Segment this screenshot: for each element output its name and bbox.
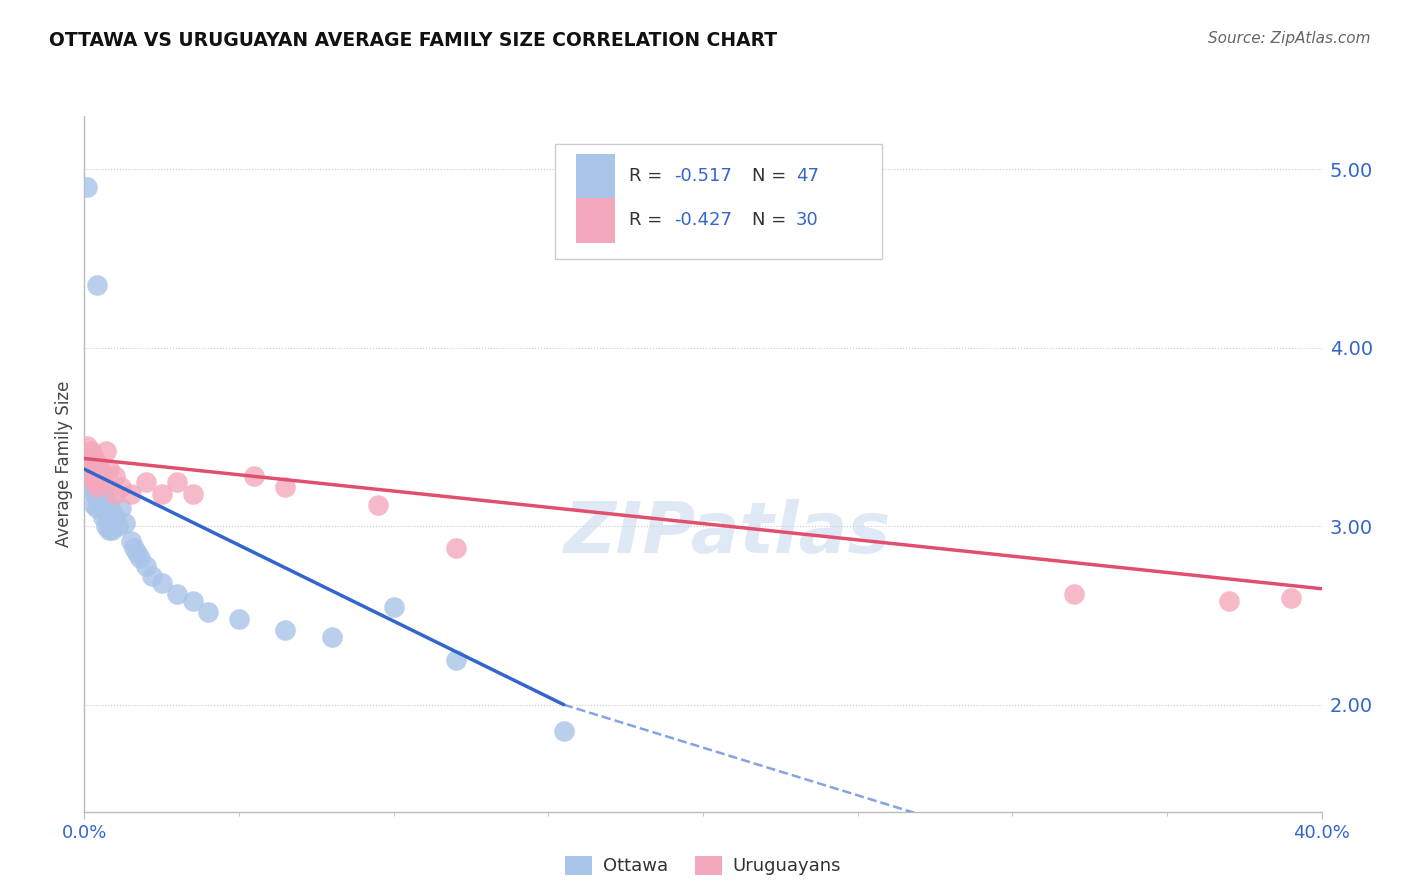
Point xyxy=(120,533,142,548)
Point xyxy=(444,541,467,555)
Point xyxy=(150,576,173,591)
Point xyxy=(86,475,108,489)
Point xyxy=(122,541,145,555)
Point xyxy=(91,510,114,524)
Point xyxy=(83,451,105,466)
Point xyxy=(83,475,105,489)
Point xyxy=(125,546,148,560)
Text: 30: 30 xyxy=(796,211,818,229)
Point xyxy=(94,492,117,507)
Point xyxy=(86,501,108,516)
Point xyxy=(274,480,297,494)
Point xyxy=(197,605,219,619)
Point xyxy=(150,487,173,501)
Point xyxy=(83,480,105,494)
Point xyxy=(181,594,204,608)
Point xyxy=(104,469,127,483)
Point xyxy=(228,612,250,626)
Point xyxy=(114,516,136,530)
Point xyxy=(86,457,108,471)
Point xyxy=(76,439,98,453)
Point xyxy=(101,505,124,519)
Point xyxy=(94,444,117,458)
Point xyxy=(83,462,105,476)
Point xyxy=(86,469,108,483)
Point xyxy=(107,519,129,533)
Point xyxy=(382,599,405,614)
Point xyxy=(553,724,575,739)
Point xyxy=(166,587,188,601)
Text: ZIPatlas: ZIPatlas xyxy=(564,499,891,568)
Point xyxy=(86,487,108,501)
Text: 47: 47 xyxy=(796,168,818,186)
FancyBboxPatch shape xyxy=(554,144,883,259)
Point xyxy=(1279,591,1302,605)
Y-axis label: Average Family Size: Average Family Size xyxy=(55,381,73,547)
Point xyxy=(98,510,121,524)
Point xyxy=(94,505,117,519)
Point xyxy=(120,487,142,501)
Text: -0.517: -0.517 xyxy=(675,168,733,186)
Point xyxy=(98,498,121,512)
Point xyxy=(1063,587,1085,601)
Point xyxy=(89,462,111,476)
Point xyxy=(76,451,98,466)
Point xyxy=(79,444,101,458)
Text: Source: ZipAtlas.com: Source: ZipAtlas.com xyxy=(1208,31,1371,46)
Point xyxy=(79,469,101,483)
Point xyxy=(83,487,105,501)
Point xyxy=(79,480,101,494)
Point xyxy=(86,278,108,293)
Text: N =: N = xyxy=(752,168,793,186)
Point xyxy=(76,180,98,194)
Point xyxy=(89,480,111,494)
Point xyxy=(101,523,124,537)
Point xyxy=(166,475,188,489)
Point xyxy=(274,623,297,637)
Point xyxy=(141,569,163,583)
Point xyxy=(83,498,105,512)
Point xyxy=(89,466,111,480)
Point xyxy=(89,492,111,507)
Point xyxy=(83,469,105,483)
Point xyxy=(104,487,127,501)
Point xyxy=(79,469,101,483)
Point xyxy=(1218,594,1240,608)
Text: -0.427: -0.427 xyxy=(675,211,733,229)
Point xyxy=(98,523,121,537)
Point xyxy=(181,487,204,501)
Point xyxy=(91,487,114,501)
Point xyxy=(367,498,389,512)
Text: R =: R = xyxy=(628,168,668,186)
Point xyxy=(91,475,114,489)
Point xyxy=(94,519,117,533)
Point xyxy=(321,630,343,644)
Text: R =: R = xyxy=(628,211,668,229)
Point xyxy=(91,501,114,516)
Point xyxy=(129,551,152,566)
Point xyxy=(76,451,98,466)
FancyBboxPatch shape xyxy=(575,154,616,200)
Point xyxy=(104,510,127,524)
Text: OTTAWA VS URUGUAYAN AVERAGE FAMILY SIZE CORRELATION CHART: OTTAWA VS URUGUAYAN AVERAGE FAMILY SIZE … xyxy=(49,31,778,50)
Point xyxy=(444,653,467,667)
Point xyxy=(86,480,108,494)
Point xyxy=(135,475,157,489)
Point xyxy=(79,457,101,471)
Point xyxy=(110,501,132,516)
FancyBboxPatch shape xyxy=(575,198,616,244)
Legend: Ottawa, Uruguayans: Ottawa, Uruguayans xyxy=(558,849,848,883)
Point xyxy=(135,558,157,573)
Text: N =: N = xyxy=(752,211,793,229)
Point xyxy=(79,462,101,476)
Point xyxy=(110,480,132,494)
Point xyxy=(243,469,266,483)
Point xyxy=(98,462,121,476)
